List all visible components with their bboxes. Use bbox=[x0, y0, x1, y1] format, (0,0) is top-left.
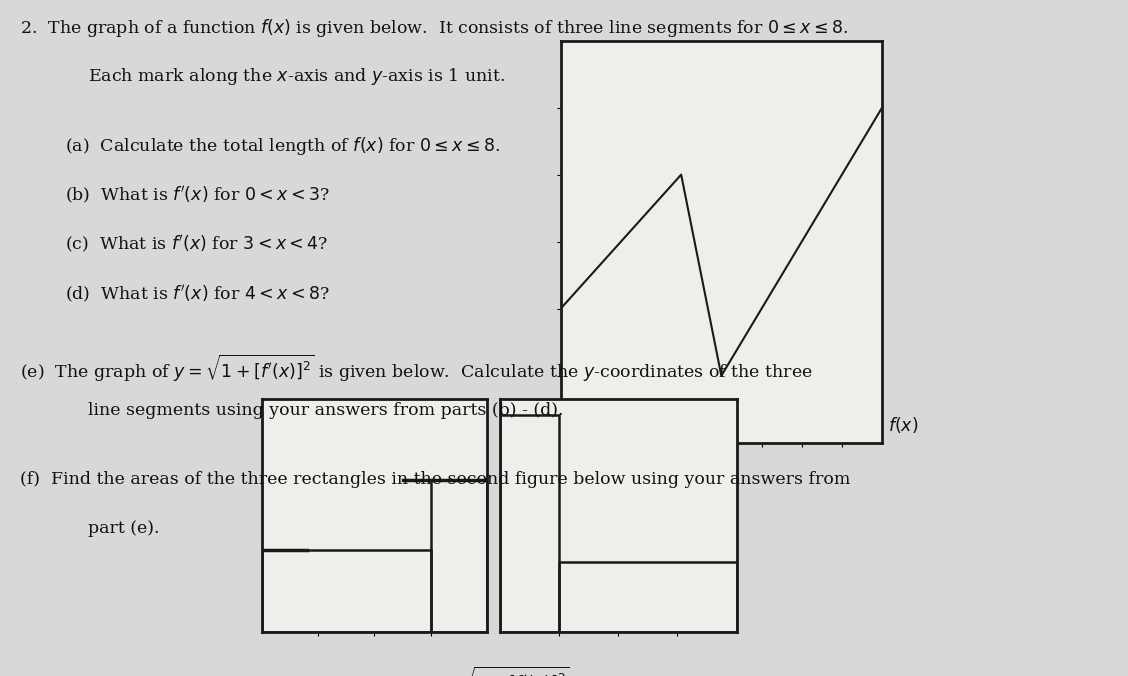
Bar bbox=[500, 415, 559, 632]
Text: part (e).: part (e). bbox=[88, 521, 159, 537]
Text: (c)  What is $f'(x)$ for $3 < x < 4$?: (c) What is $f'(x)$ for $3 < x < 4$? bbox=[65, 234, 328, 256]
Text: (e)  The graph of $y = \sqrt{1 + [f'(x)]^2}$ is given below.  Calculate the $y$-: (e) The graph of $y = \sqrt{1 + [f'(x)]^… bbox=[20, 352, 813, 383]
Text: (f)  Find the areas of the three rectangles in the second figure below using you: (f) Find the areas of the three rectangl… bbox=[20, 471, 851, 488]
Text: (d)  What is $f'(x)$ for $4 < x < 8$?: (d) What is $f'(x)$ for $4 < x < 8$? bbox=[65, 283, 331, 305]
Bar bbox=[559, 562, 737, 632]
Text: line segments using your answers from parts (b) - (d).: line segments using your answers from pa… bbox=[88, 402, 564, 419]
Text: (b)  What is $f'(x)$ for $0 < x < 3$?: (b) What is $f'(x)$ for $0 < x < 3$? bbox=[65, 185, 331, 206]
Text: 2.  The graph of a function $f(x)$ is given below.  It consists of three line se: 2. The graph of a function $f(x)$ is giv… bbox=[20, 17, 848, 39]
Bar bbox=[431, 481, 487, 632]
Text: $y = \sqrt{1 + [f'(x)]^2}$: $y = \sqrt{1 + [f'(x)]^2}$ bbox=[429, 665, 570, 676]
Text: $f(x)$: $f(x)$ bbox=[888, 414, 918, 435]
Text: (a)  Calculate the total length of $f(x)$ for $0 \leq x \leq 8$.: (a) Calculate the total length of $f(x)$… bbox=[65, 135, 501, 158]
Text: Each mark along the $x$-axis and $y$-axis is 1 unit.: Each mark along the $x$-axis and $y$-axi… bbox=[88, 66, 505, 87]
Bar bbox=[262, 550, 431, 632]
